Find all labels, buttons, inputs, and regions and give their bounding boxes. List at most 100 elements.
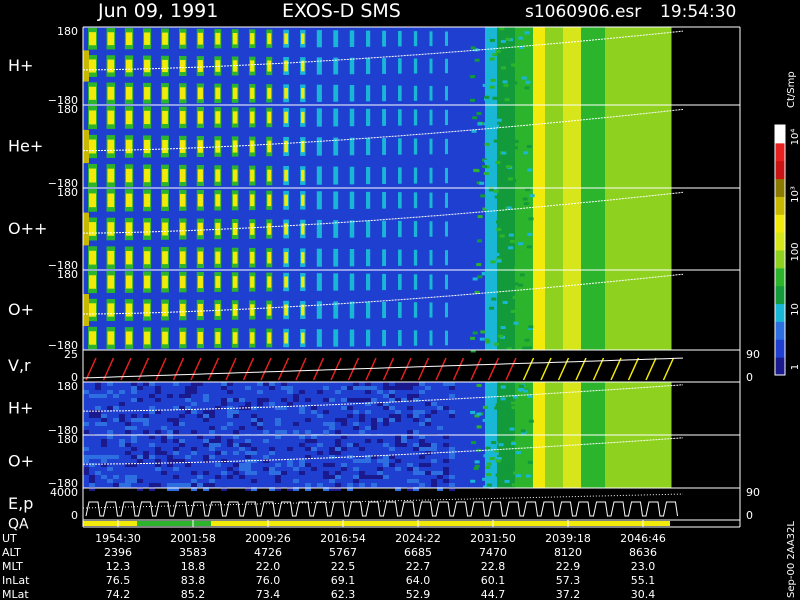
heatmap-column [335, 270, 342, 350]
heatmap-column [203, 27, 210, 105]
noise-cell [107, 382, 113, 386]
speckle-cell [493, 452, 499, 456]
heatmap-column [149, 435, 156, 488]
heatmap-column [203, 270, 210, 350]
noise-cell [179, 394, 185, 398]
ephem-cell: 6685 [404, 546, 432, 559]
pitch-stripe-core [89, 303, 96, 317]
pitch-stripe [445, 86, 448, 101]
ephem-cell: 7470 [479, 546, 507, 559]
colorbar-frame [774, 124, 786, 376]
heatmap-column [191, 435, 198, 488]
heatmap-column [305, 382, 312, 435]
heatmap-column [155, 27, 162, 105]
pitch-stripe-core [232, 276, 238, 288]
noise-cell [263, 467, 269, 471]
noise-cell [143, 422, 149, 426]
noise-cell [191, 447, 197, 451]
heatmap-column [647, 105, 654, 188]
noise-cell [125, 463, 131, 467]
panels-group: H+180−180He+180−180O++180−180O+180−180V,… [8, 25, 760, 533]
noise-cell [143, 430, 149, 434]
noise-cell [143, 382, 149, 386]
noise-cell [449, 483, 455, 487]
noise-cell [197, 475, 203, 479]
noise-cell [293, 422, 299, 426]
heatmap-column [425, 27, 432, 105]
heatmap-column [311, 105, 318, 188]
speckle-cell [484, 159, 490, 163]
noise-cell [131, 398, 137, 402]
heatmap-column [167, 27, 174, 105]
ephem-row-label: InLat [2, 574, 30, 587]
heatmap-column [341, 188, 348, 270]
speckle-cell [477, 215, 483, 219]
colorbar-swatch [775, 267, 785, 287]
y-tick-max: 180 [57, 25, 78, 38]
pitch-stripe-core [125, 110, 133, 125]
noise-cell [401, 386, 407, 390]
heatmap-column [563, 382, 570, 435]
noise-cell [173, 483, 179, 487]
vr-sweep [190, 357, 202, 381]
noise-cell [209, 455, 215, 459]
heatmap-column [617, 435, 624, 488]
noise-cell [389, 414, 395, 418]
noise-cell [419, 443, 425, 447]
noise-cell [389, 447, 395, 451]
pitch-stripe [382, 220, 386, 238]
pitch-stripe-core [180, 169, 186, 182]
heatmap-column [653, 435, 660, 488]
speckle-cell [479, 337, 485, 341]
pitch-stripe-core [250, 223, 255, 235]
noise-cell [335, 418, 341, 422]
colorbar-swatch [775, 125, 785, 144]
heatmap-column [617, 270, 624, 350]
heatmap-column [239, 105, 246, 188]
heatmap-column [539, 27, 546, 105]
heatmap-column [107, 435, 114, 488]
noise-cell [107, 455, 113, 459]
pitch-stripe [316, 301, 322, 319]
heatmap-column [503, 188, 510, 270]
speckle-cell [522, 346, 528, 350]
heatmap-column [611, 270, 618, 350]
heatmap-column [569, 188, 576, 270]
pitch-stripe-core [89, 110, 96, 125]
heatmap-column [539, 188, 546, 270]
speckle-cell [476, 112, 482, 116]
vr-sweep [225, 357, 237, 381]
noise-cell [413, 410, 419, 414]
noise-cell [389, 386, 395, 390]
heatmap-column [665, 382, 672, 435]
speckle-cell [484, 95, 490, 99]
noise-cell [215, 406, 221, 410]
pitch-stripe [316, 137, 322, 156]
pitch-stripe-core [284, 87, 288, 99]
speckle-cell [482, 477, 488, 481]
noise-cell [443, 382, 449, 386]
noise-cell [221, 487, 227, 491]
noise-cell [335, 471, 341, 475]
heatmap-column [533, 27, 540, 105]
pitch-stripe-core [284, 252, 288, 264]
pitch-stripe [349, 249, 355, 267]
noise-cell [323, 430, 329, 434]
noise-cell [179, 406, 185, 410]
noise-cell [437, 475, 443, 479]
noise-cell [407, 487, 413, 491]
noise-cell [365, 410, 371, 414]
noise-cell [293, 467, 299, 471]
pitch-stripe [445, 109, 448, 126]
heatmap-column [239, 27, 246, 105]
heatmap-column [629, 382, 636, 435]
noise-cell [329, 455, 335, 459]
noise-cell [275, 471, 281, 475]
heatmap-column [581, 435, 588, 488]
noise-cell [359, 414, 365, 418]
noise-cell [443, 471, 449, 475]
vr-sweep [522, 357, 535, 381]
pitch-stripe-core [250, 111, 255, 124]
pitch-stripe-core [284, 194, 288, 206]
heatmap-column [503, 382, 510, 435]
